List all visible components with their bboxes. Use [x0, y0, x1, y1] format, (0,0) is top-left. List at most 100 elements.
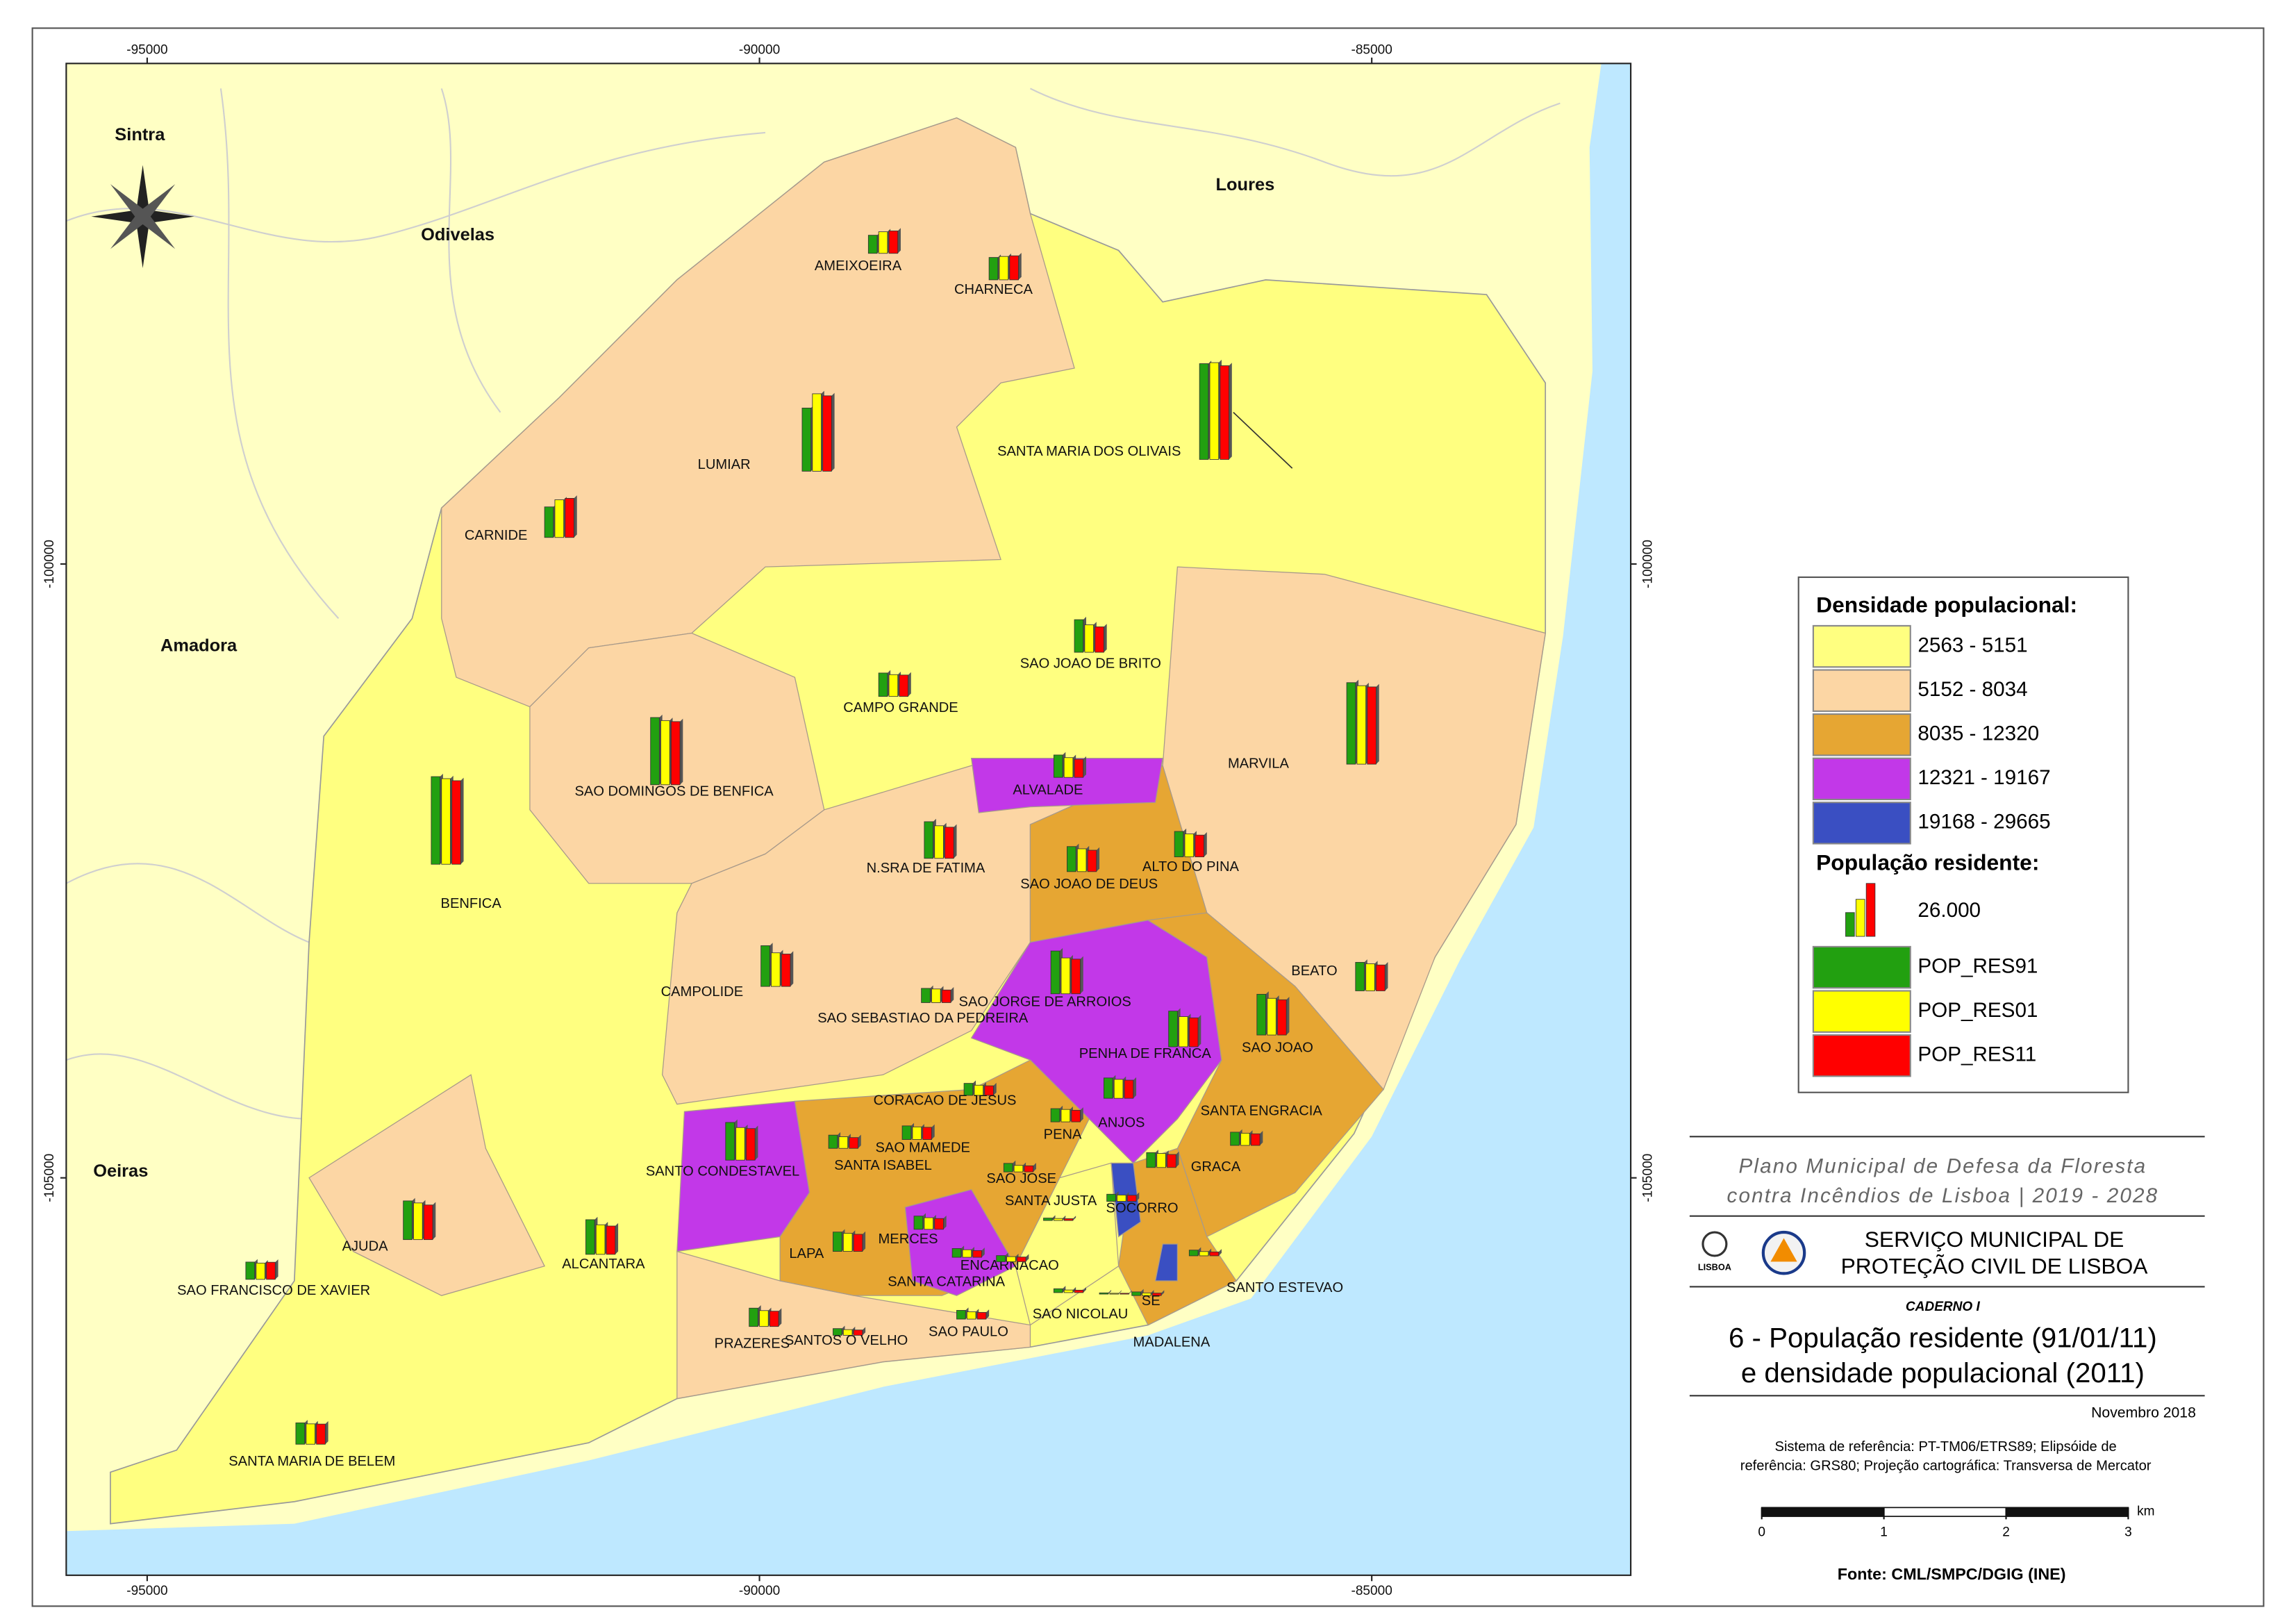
- logo: [1702, 1231, 1728, 1257]
- population-bar: [1024, 1165, 1034, 1173]
- bar-side: [1218, 1249, 1222, 1256]
- parish-label: AJUDA: [342, 1239, 389, 1254]
- parish-area: [1147, 912, 1384, 1238]
- population-bar: [1053, 754, 1063, 778]
- population-bar: [760, 945, 770, 987]
- parish-label: SE: [1142, 1293, 1161, 1309]
- population-bar: [833, 1328, 842, 1336]
- population-bar: [922, 1127, 932, 1140]
- population-bar: [921, 988, 931, 1003]
- parish-label: CARNIDE: [465, 528, 528, 543]
- bar-side: [574, 495, 577, 538]
- population-bar: [822, 395, 832, 472]
- parish-label: CAMPOLIDE: [661, 984, 744, 1000]
- population-bar: [769, 1311, 779, 1327]
- population-bar: [1013, 1165, 1024, 1173]
- population-bar: [451, 780, 461, 865]
- population-bar: [1060, 1109, 1071, 1122]
- population-bar: [812, 393, 822, 472]
- parish-label: SAO NICOLAU: [1033, 1307, 1129, 1322]
- legend-swatch: [1812, 945, 1911, 989]
- population-bar: [1277, 999, 1287, 1036]
- bar-side: [1052, 1215, 1056, 1221]
- x-tick-label: -90000: [739, 42, 780, 57]
- x-tick-label: -85000: [1351, 1584, 1392, 1598]
- legend-label: POP_RES01: [1918, 999, 2038, 1022]
- legend-label: POP_RES11: [1918, 1043, 2036, 1066]
- road: [1029, 88, 1561, 177]
- parish-area: [1154, 1243, 1179, 1282]
- legend-label: 5152 - 8034: [1918, 678, 2027, 701]
- parish-label: SANTO ESTEVAO: [1226, 1280, 1343, 1295]
- population-bar: [554, 499, 565, 538]
- parish-label: SANTA CATARINA: [888, 1274, 1005, 1289]
- scale-segment: [1761, 1507, 1885, 1517]
- legend-swatch: [1812, 624, 1911, 668]
- bar-side: [858, 1134, 861, 1149]
- bar-side: [790, 951, 794, 987]
- title-text: contra Incêndios de Lisboa | 2019 - 2028: [1727, 1184, 2159, 1207]
- population-bar: [833, 1232, 842, 1252]
- title-text: referência: GRS80; Projeção cartográfica…: [1740, 1458, 2152, 1473]
- population-bar: [403, 1200, 413, 1241]
- parish-label: LAPA: [789, 1246, 824, 1261]
- bar-side: [831, 392, 835, 472]
- parish-label: AMEIXOEIRA: [815, 258, 902, 274]
- population-bar: [1188, 1250, 1199, 1257]
- parish-label: SANTO CONDESTAVEL: [646, 1163, 799, 1179]
- population-bar: [1367, 686, 1376, 765]
- bar-side: [755, 1125, 758, 1161]
- x-tick-label: -95000: [126, 1584, 167, 1598]
- legend-bar: [1865, 883, 1876, 937]
- population-bar: [1063, 1289, 1074, 1293]
- parish-label: SAO JORGE DE ARROIOS: [959, 995, 1131, 1010]
- bar-side: [931, 1124, 935, 1140]
- population-bar: [1120, 1293, 1129, 1295]
- population-bar: [245, 1261, 256, 1280]
- bar-side: [1033, 1163, 1036, 1173]
- municipality-label: Amadora: [160, 636, 238, 655]
- title-text: Fonte: CML/SMPC/DGIG (INE): [1838, 1565, 2066, 1583]
- population-bar: [1006, 1256, 1016, 1262]
- title-text: SERVIÇO MUNICIPAL DE: [1865, 1227, 2124, 1252]
- population-bar: [1355, 961, 1365, 991]
- bar-side: [862, 1327, 866, 1336]
- population-bar: [1043, 1218, 1053, 1221]
- bar-side: [1096, 847, 1100, 872]
- leader-line: [1233, 412, 1293, 469]
- population-bar: [945, 827, 954, 859]
- population-bar: [801, 408, 812, 472]
- population-bar: [1071, 959, 1081, 995]
- municipality-label: Sintra: [115, 125, 165, 144]
- bar-side: [985, 1309, 990, 1320]
- population-bar: [1053, 1218, 1063, 1221]
- population-bar: [951, 1248, 962, 1258]
- legend-label: 8035 - 12320: [1918, 722, 2039, 745]
- bar-side: [1072, 1286, 1076, 1293]
- title-text: e densidade populacional (2011): [1741, 1357, 2145, 1389]
- population-bar: [838, 1136, 849, 1149]
- parish-label: SAO FRANCISCO DE XAVIER: [177, 1283, 370, 1298]
- population-bar: [1124, 1079, 1134, 1099]
- legend-label: POP_RES91: [1918, 954, 2038, 977]
- population-bar: [966, 1311, 976, 1320]
- population-bar: [956, 1310, 966, 1320]
- population-bar: [1184, 834, 1195, 858]
- legend-label: 26.000: [1918, 899, 1981, 922]
- population-bar: [1209, 1251, 1220, 1257]
- parish-label: GRACA: [1191, 1159, 1241, 1175]
- bar-side: [1133, 1077, 1137, 1099]
- population-bar: [771, 952, 781, 987]
- parish-label: SAO JOSE: [986, 1171, 1056, 1186]
- parish-area: [1015, 1162, 1120, 1326]
- title-text: Novembro 2018: [2091, 1405, 2196, 1420]
- parish-label: SANTA MARIA DOS OLIVAIS: [997, 444, 1181, 459]
- population-bar: [1074, 1289, 1084, 1293]
- parish-label: SANTA ISABEL: [834, 1158, 932, 1173]
- population-bar: [423, 1204, 433, 1241]
- population-bar: [1174, 831, 1184, 858]
- population-bar: [1131, 1291, 1141, 1296]
- bar-side: [1104, 624, 1107, 653]
- population-bar: [1167, 1154, 1176, 1168]
- population-bar: [1071, 1109, 1081, 1122]
